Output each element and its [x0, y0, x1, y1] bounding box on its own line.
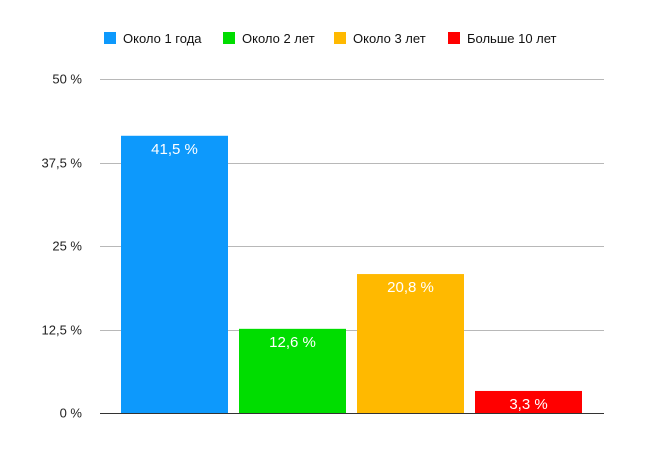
y-tick-label: 0 %	[60, 406, 83, 421]
bar	[357, 274, 464, 413]
y-tick-label: 37,5 %	[42, 156, 83, 171]
legend: Около 1 года Около 2 лет Около 3 лет Больше…	[104, 31, 557, 46]
legend-item: Около 3 лет	[334, 31, 426, 46]
legend-swatch	[334, 32, 346, 44]
bars	[121, 135, 582, 413]
y-axis: 0 % 12,5 % 25 % 37,5 % 50 %	[42, 72, 83, 421]
bar	[239, 328, 346, 413]
bar	[475, 390, 582, 413]
bar-value-label: 41,5 %	[151, 141, 198, 158]
bar-value-label: 20,8 %	[387, 279, 434, 296]
bar	[121, 135, 228, 413]
legend-item: Больше 10 лет	[448, 31, 557, 46]
legend-label: Больше 10 лет	[467, 31, 557, 46]
y-tick-label: 12,5 %	[42, 323, 83, 338]
y-tick-label: 50 %	[52, 72, 82, 87]
legend-label: Около 3 лет	[353, 31, 426, 46]
legend-swatch	[448, 32, 460, 44]
legend-item: Около 1 года	[104, 31, 202, 46]
legend-swatch	[104, 32, 116, 44]
bar-value-labels: 41,5 % 12,6 % 20,8 % 3,3 %	[151, 141, 548, 413]
legend-item: Около 2 лет	[223, 31, 315, 46]
legend-label: Около 1 года	[123, 31, 202, 46]
bar-value-label: 3,3 %	[509, 396, 547, 413]
legend-label: Около 2 лет	[242, 31, 315, 46]
bar-value-label: 12,6 %	[269, 334, 316, 351]
legend-swatch	[223, 32, 235, 44]
y-tick-label: 25 %	[52, 239, 82, 254]
